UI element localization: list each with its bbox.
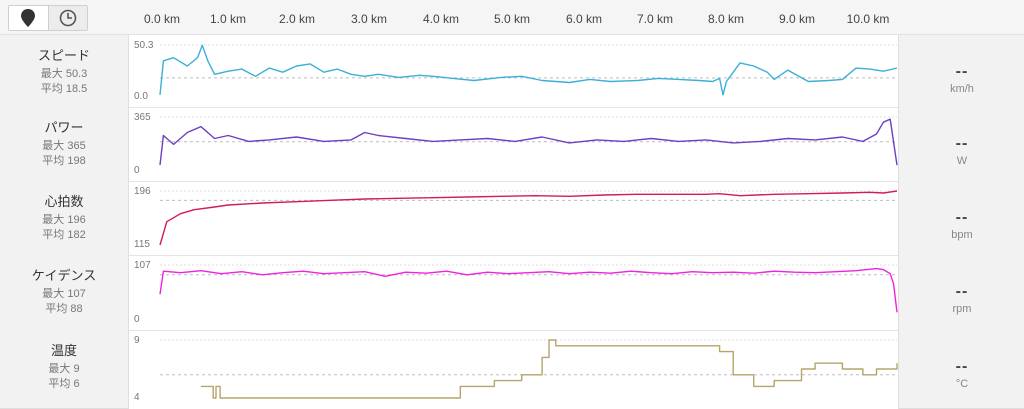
metric-name: ケイデンス	[31, 268, 97, 283]
unit-label: km/h	[950, 83, 974, 95]
metric-max: 最大 107	[42, 288, 86, 300]
unit-label: rpm	[952, 303, 972, 315]
metric-value-power: -- W	[898, 107, 1024, 182]
current-value: --	[955, 63, 969, 80]
metric-name: 心拍数	[44, 194, 84, 209]
metric-max: 最大 196	[42, 214, 86, 226]
distance-tick-label: 6.0 km	[565, 12, 603, 26]
distance-tick-label: 10.0 km	[846, 12, 890, 26]
series-line-cadence	[159, 267, 898, 313]
series-line-speed	[159, 44, 898, 96]
metric-name: スピード	[37, 48, 90, 63]
y-tick-bottom: 0	[134, 165, 140, 176]
distance-tick-label: 2.0 km	[278, 12, 316, 26]
y-tick-top: 9	[134, 335, 140, 346]
series-line-power	[159, 118, 898, 166]
unit-label: bpm	[951, 229, 973, 241]
y-tick-bottom: 0.0	[134, 91, 148, 102]
current-value: --	[955, 135, 969, 152]
unit-label: W	[956, 155, 968, 167]
y-tick-bottom: 115	[134, 239, 150, 250]
distance-tick-label: 8.0 km	[707, 12, 745, 26]
distance-tick-label: 9.0 km	[778, 12, 816, 26]
y-tick-bottom: 0	[134, 314, 140, 325]
distance-tick-label: 7.0 km	[636, 12, 674, 26]
metric-avg: 平均 198	[42, 155, 86, 167]
metric-label-heartrate: 心拍数最大 196 平均 182	[0, 181, 129, 256]
y-tick-bottom: 4	[134, 392, 140, 403]
map-view-button[interactable]	[9, 6, 48, 30]
top-toolbar: 0.0 km 1.0 km 2.0 km 3.0 km 4.0 km 5.0 km 6.0 …	[0, 0, 1024, 35]
distance-tick-label: 4.0 km	[422, 12, 460, 26]
clock-icon	[59, 9, 77, 27]
metric-label-temperature: 温度最大 9 平均 6	[0, 330, 129, 409]
map-pin-icon	[21, 9, 36, 27]
time-view-button[interactable]	[47, 6, 87, 30]
metric-label-speed: スピード最大 50.3 平均 18.5	[0, 35, 129, 108]
y-tick-top: 196	[134, 186, 151, 197]
metric-name: 温度	[50, 343, 77, 358]
metric-label-power: パワー最大 365 平均 198	[0, 107, 129, 182]
metric-max: 最大 50.3	[40, 68, 88, 80]
unit-label: °C	[955, 378, 969, 390]
metric-avg: 平均 182	[42, 229, 86, 241]
view-toggle	[8, 5, 88, 31]
metric-avg: 平均 6	[48, 378, 80, 390]
current-value: --	[955, 358, 969, 375]
metric-name: パワー	[44, 120, 84, 135]
series-line-heartrate	[159, 190, 898, 246]
metric-value-speed: -- km/h	[898, 35, 1024, 108]
metric-avg: 平均 88	[45, 303, 83, 315]
metric-max: 最大 9	[48, 363, 80, 375]
series-line-temperature	[200, 339, 898, 399]
distance-tick-label: 5.0 km	[493, 12, 531, 26]
y-tick-top: 365	[134, 112, 151, 123]
distance-tick-label: 3.0 km	[350, 12, 388, 26]
current-value: --	[955, 283, 969, 300]
metric-value-temperature: -- °C	[898, 330, 1024, 409]
metric-avg: 平均 18.5	[40, 83, 88, 95]
current-value: --	[955, 209, 969, 226]
distance-tick-label: 0.0 km	[143, 12, 181, 26]
y-tick-top: 50.3	[134, 40, 154, 51]
metric-max: 最大 365	[42, 140, 86, 152]
y-tick-top: 107	[134, 260, 151, 271]
distance-tick-label: 1.0 km	[209, 12, 247, 26]
